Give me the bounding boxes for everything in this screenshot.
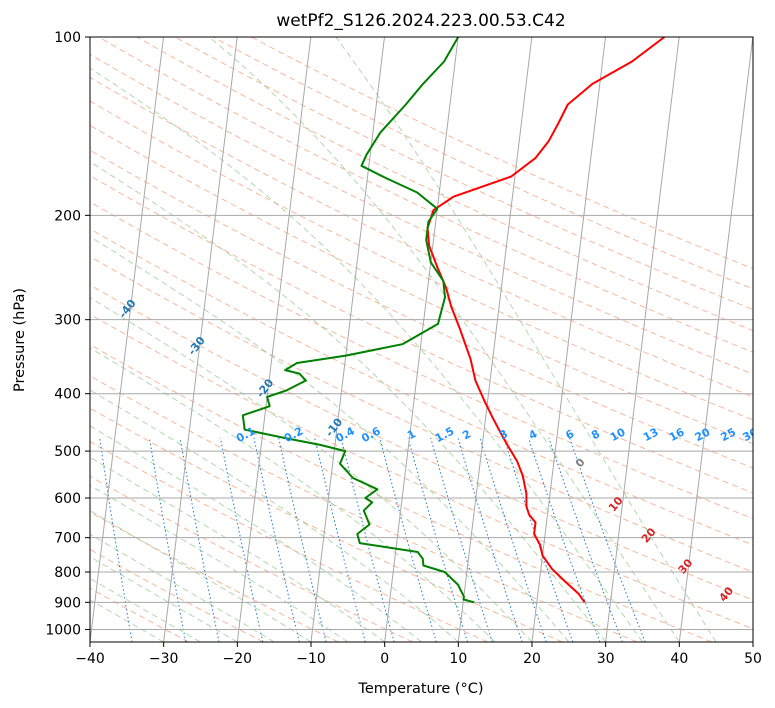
dry-adiabat-line	[90, 475, 414, 642]
mixing-ratio-line	[457, 437, 523, 642]
dry-adiabats	[90, 37, 753, 642]
moist-adiabat-line	[208, 37, 680, 642]
moist-adiabat-line	[90, 556, 238, 642]
dry-adiabat-line	[90, 548, 264, 642]
isotherm-line	[384, 37, 459, 642]
dry-adiabat-line	[135, 37, 753, 332]
x-tick-label: 50	[744, 651, 762, 667]
isotherm-line	[236, 37, 312, 642]
dry-adiabat-line	[90, 375, 638, 642]
x-tick-label: −30	[149, 651, 179, 667]
dry-adiabat-line	[90, 149, 753, 469]
y-tick-label: 1000	[45, 622, 81, 638]
x-axis-ticks: −40 −30 −20 −10 0 10 20 30 40 50	[75, 642, 762, 667]
isotherms	[90, 37, 753, 642]
dry-adiabat-line	[173, 37, 753, 311]
y-axis-label: Pressure (hPa)	[12, 288, 28, 392]
dry-adiabat-line	[90, 313, 753, 630]
moist-adiabat-line	[90, 533, 275, 642]
mixing-ratio-label: 30	[741, 425, 761, 444]
dewpoint-profile-line	[241, 37, 475, 604]
mixing-ratio-label: 25	[718, 425, 738, 444]
mixing-ratio-label: 13	[641, 425, 661, 444]
isotherm-line	[90, 37, 165, 642]
mixing-ratio-line	[278, 437, 327, 642]
mixing-ratio-line	[340, 437, 395, 642]
plot-frame	[89, 36, 754, 643]
mixing-ratio-lines	[99, 437, 646, 642]
mixing-ratio-line	[253, 437, 300, 642]
isotherm-line	[163, 37, 238, 642]
moist-adiabat-line	[90, 297, 533, 642]
y-tick-label: 400	[54, 387, 81, 403]
x-tick-label: −40	[75, 651, 105, 667]
dry-adiabat-line	[90, 344, 712, 642]
x-tick-label: 0	[380, 651, 389, 667]
y-tick-label: 500	[54, 444, 81, 460]
moist-adiabat-line	[90, 389, 459, 642]
profile-lines	[241, 37, 666, 604]
dry-adiabat-line	[90, 175, 753, 494]
isobars	[90, 37, 753, 630]
x-tick-label: 20	[523, 651, 541, 667]
y-tick-label: 900	[54, 595, 81, 611]
mixing-ratio-line	[569, 437, 646, 642]
moist-adiabat-line	[90, 577, 201, 642]
mixing-ratio-line	[314, 437, 366, 642]
isotherm-line	[605, 37, 680, 642]
dry-adiabat-line	[90, 53, 753, 375]
x-tick-label: −10	[296, 651, 326, 667]
y-tick-label: 300	[54, 313, 81, 329]
mixing-ratio-line	[179, 437, 220, 642]
moist-adiabat-line	[335, 37, 717, 642]
isotherm-line	[310, 37, 386, 642]
moist-adiabat-line	[90, 456, 385, 642]
chart-title: wetPf2_S126.2024.223.00.53.C42	[276, 11, 565, 31]
dry-adiabat-line	[90, 76, 753, 398]
dry-adiabat-line	[90, 201, 753, 520]
moist-adiabat-line	[90, 67, 643, 642]
y-tick-label: 600	[54, 491, 81, 507]
mixing-ratio-line	[148, 437, 187, 642]
moist-adiabat-line	[90, 161, 607, 642]
mixing-ratio-line	[479, 437, 547, 642]
y-tick-label: 700	[54, 531, 81, 547]
temperature-profile-line	[426, 37, 666, 603]
dry-adiabat-line	[90, 124, 753, 445]
dry-adiabat-line	[90, 511, 339, 642]
mixing-ratio-label: 20	[693, 425, 713, 444]
mixing-ratio-line	[219, 437, 264, 642]
isotherm-line	[531, 37, 607, 642]
mixing-ratio-line	[430, 437, 493, 642]
dry-adiabat-line	[90, 441, 488, 642]
y-axis-ticks: 100 200 300 400 500 600 700 800 900 1000	[45, 30, 90, 638]
dry-adiabat-line	[90, 228, 753, 546]
moist-adiabat-line	[90, 236, 570, 642]
isotherm-line	[457, 37, 533, 642]
x-tick-label: 10	[449, 651, 467, 667]
x-tick-label: 30	[597, 651, 615, 667]
x-tick-label: 40	[670, 651, 688, 667]
y-tick-label: 200	[54, 208, 81, 224]
mixing-ratio-label: 16	[667, 425, 687, 444]
moist-adiabat-line	[90, 347, 496, 642]
y-tick-label: 800	[54, 565, 81, 581]
mixing-ratio-line	[99, 437, 133, 642]
x-tick-label: −20	[223, 651, 253, 667]
mixing-ratio-label: 10	[608, 425, 628, 444]
x-axis-label: Temperature (°C)	[357, 681, 483, 697]
y-tick-label: 100	[54, 30, 81, 46]
isotherm-line	[678, 37, 753, 642]
plot-area: -100-90-80-70-60-50-40-30-20-10010203040…	[90, 37, 761, 642]
